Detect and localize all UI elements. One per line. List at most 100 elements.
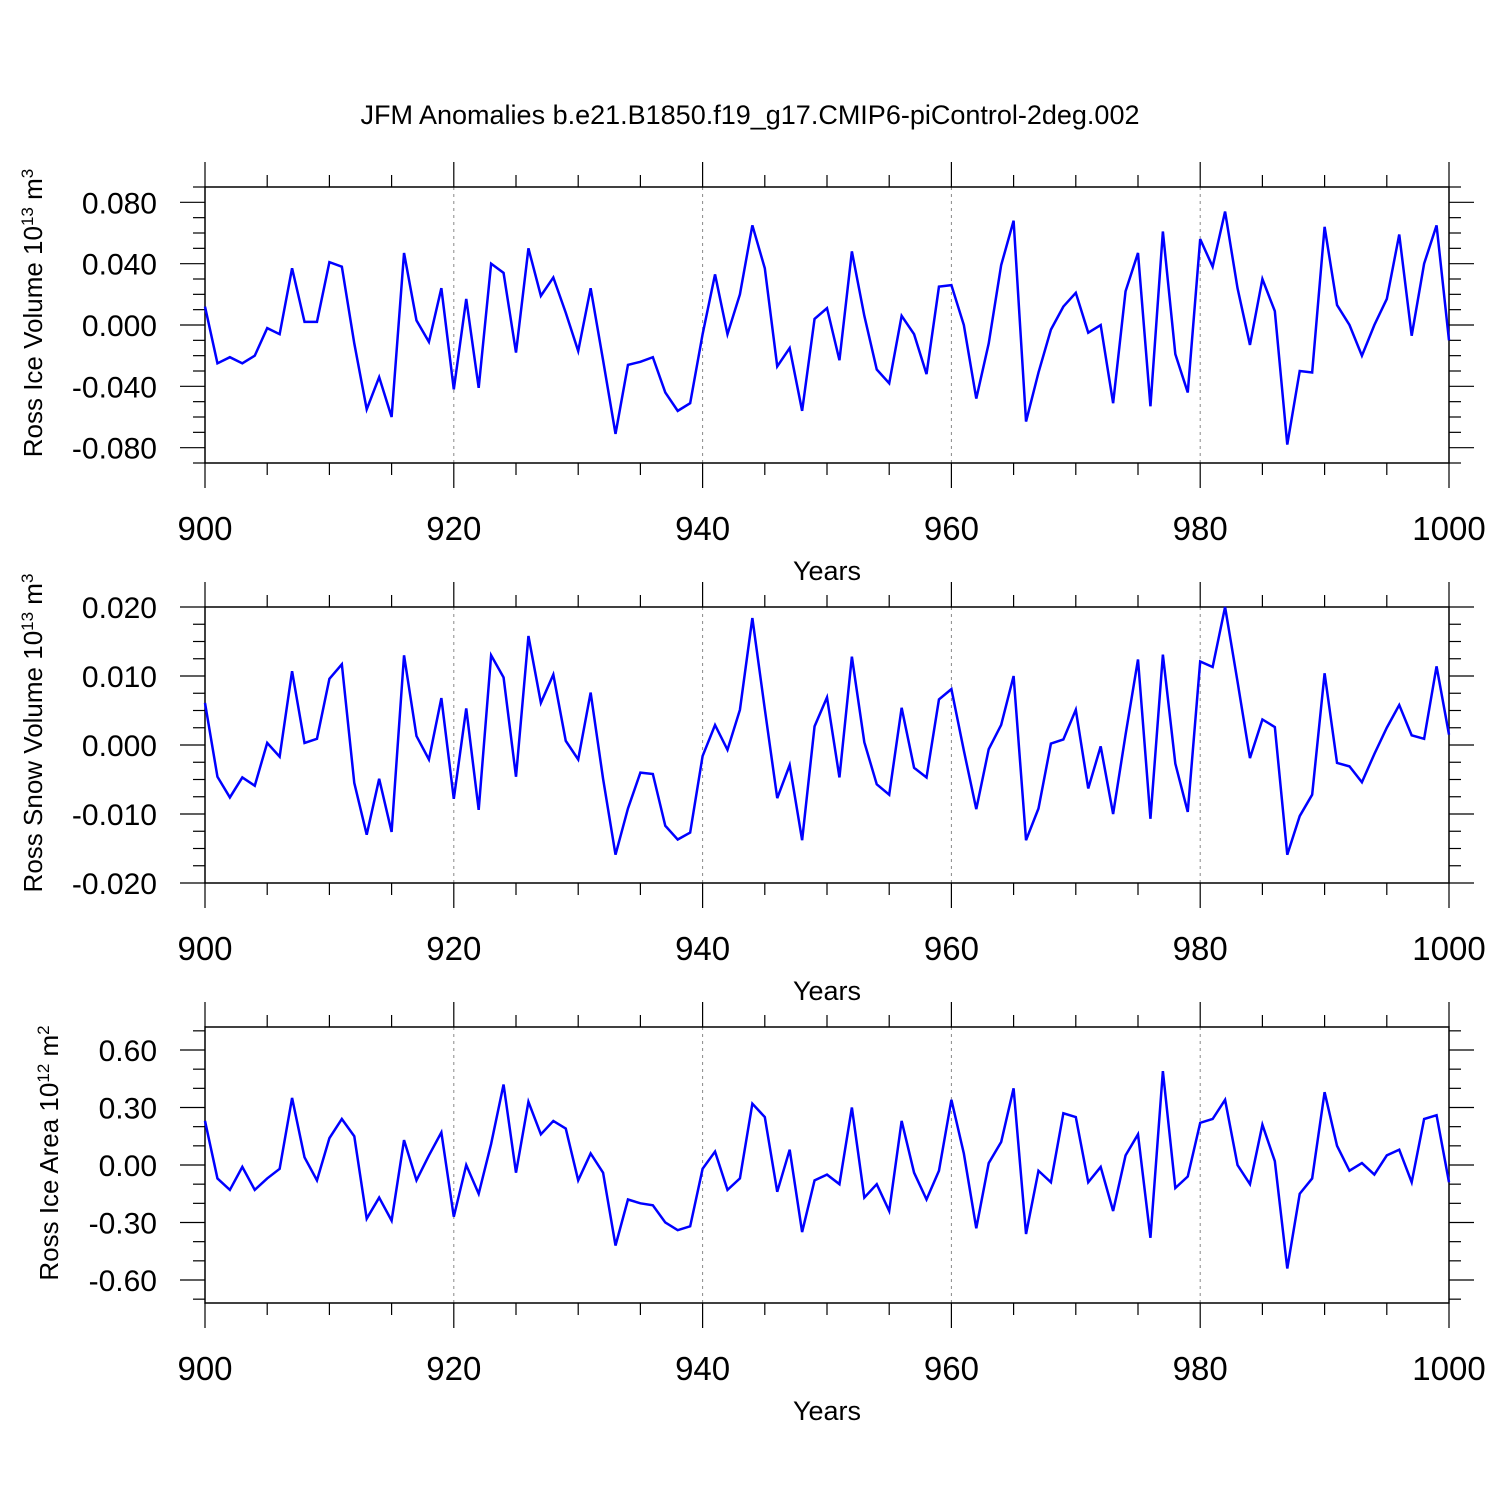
data-point bbox=[316, 321, 318, 323]
data-point bbox=[1386, 1154, 1388, 1156]
data-point bbox=[465, 298, 467, 300]
x-tick-label: 900 bbox=[177, 1350, 232, 1387]
data-point bbox=[403, 252, 405, 254]
data-point bbox=[1224, 1099, 1226, 1101]
data-point bbox=[378, 778, 380, 780]
data-point bbox=[366, 1217, 368, 1219]
data-point bbox=[1137, 252, 1139, 254]
data-point bbox=[714, 1150, 716, 1152]
data-point bbox=[1012, 1087, 1014, 1089]
data-point bbox=[788, 1148, 790, 1150]
data-point bbox=[851, 250, 853, 252]
data-point bbox=[1311, 1177, 1313, 1179]
y-label-unit: m bbox=[18, 583, 48, 612]
data-point bbox=[1174, 1187, 1176, 1189]
data-point bbox=[714, 724, 716, 726]
data-point bbox=[1236, 680, 1238, 682]
data-point bbox=[552, 276, 554, 278]
data-point bbox=[1149, 818, 1151, 820]
data-point bbox=[925, 1198, 927, 1200]
data-point bbox=[652, 773, 654, 775]
data-point bbox=[726, 1189, 728, 1191]
data-point bbox=[689, 1225, 691, 1227]
data-point bbox=[204, 305, 206, 307]
data-point bbox=[1075, 1116, 1077, 1118]
data-point bbox=[1361, 781, 1363, 783]
y-label-main: Ross Ice Volume 10 bbox=[18, 226, 48, 457]
x-tick-label: 960 bbox=[924, 1350, 979, 1387]
data-point bbox=[378, 376, 380, 378]
data-point bbox=[278, 1168, 280, 1170]
y-label-unit-exponent: 2 bbox=[34, 1025, 53, 1034]
data-point bbox=[204, 702, 206, 704]
data-point bbox=[1398, 704, 1400, 706]
data-point bbox=[664, 391, 666, 393]
data-point bbox=[1087, 331, 1089, 333]
data-point bbox=[1236, 287, 1238, 289]
data-point bbox=[950, 284, 952, 286]
y-label-exponent: 13 bbox=[18, 612, 37, 631]
data-point bbox=[602, 1171, 604, 1173]
data-point bbox=[726, 333, 728, 335]
y-tick-label: -0.080 bbox=[72, 433, 157, 466]
data-point bbox=[1299, 815, 1301, 817]
data-point bbox=[739, 1177, 741, 1179]
data-point bbox=[1211, 666, 1213, 668]
data-point bbox=[328, 1137, 330, 1139]
data-point bbox=[204, 1120, 206, 1122]
data-point bbox=[876, 1183, 878, 1185]
data-point bbox=[1423, 1118, 1425, 1120]
data-point bbox=[1050, 1181, 1052, 1183]
data-point bbox=[502, 272, 504, 274]
data-point bbox=[577, 1179, 579, 1181]
data-point bbox=[988, 1162, 990, 1164]
data-point bbox=[216, 362, 218, 364]
data-point bbox=[1062, 305, 1064, 307]
data-point bbox=[1149, 1237, 1151, 1239]
data-point bbox=[1261, 718, 1263, 720]
data-point bbox=[366, 834, 368, 836]
data-point bbox=[838, 1183, 840, 1185]
data-point bbox=[1211, 1118, 1213, 1120]
data-point bbox=[1037, 371, 1039, 373]
y-tick-label: -0.040 bbox=[72, 371, 157, 404]
data-point bbox=[515, 776, 517, 778]
data-point bbox=[826, 1173, 828, 1175]
x-axis-label: Years bbox=[793, 1396, 861, 1426]
data-point bbox=[216, 776, 218, 778]
data-point bbox=[1423, 738, 1425, 740]
data-point bbox=[1435, 665, 1437, 667]
data-point bbox=[813, 1179, 815, 1181]
data-point bbox=[540, 702, 542, 704]
data-point bbox=[366, 408, 368, 410]
data-point bbox=[1286, 1267, 1288, 1269]
data-point bbox=[689, 831, 691, 833]
data-point bbox=[938, 1170, 940, 1172]
data-point bbox=[838, 776, 840, 778]
data-point bbox=[552, 1120, 554, 1122]
data-point bbox=[776, 365, 778, 367]
data-point bbox=[1348, 765, 1350, 767]
data-point bbox=[988, 748, 990, 750]
data-point bbox=[577, 350, 579, 352]
data-point bbox=[353, 1135, 355, 1137]
data-point bbox=[1087, 1181, 1089, 1183]
data-point bbox=[1423, 262, 1425, 264]
data-point bbox=[254, 354, 256, 356]
figure-title: JFM Anomalies b.e21.B1850.f19_g17.CMIP6-… bbox=[361, 100, 1140, 130]
x-tick-label: 960 bbox=[924, 510, 979, 547]
data-point bbox=[1261, 278, 1263, 280]
data-point bbox=[515, 351, 517, 353]
data-point bbox=[1448, 339, 1450, 341]
data-point bbox=[801, 839, 803, 841]
data-point bbox=[1336, 304, 1338, 306]
data-point bbox=[826, 307, 828, 309]
data-point bbox=[229, 796, 231, 798]
data-point bbox=[453, 1216, 455, 1218]
data-point bbox=[664, 1221, 666, 1223]
x-tick-label: 920 bbox=[426, 510, 481, 547]
data-point bbox=[465, 707, 467, 709]
data-point bbox=[403, 654, 405, 656]
series-line bbox=[203, 211, 1451, 445]
data-point bbox=[403, 1139, 405, 1141]
